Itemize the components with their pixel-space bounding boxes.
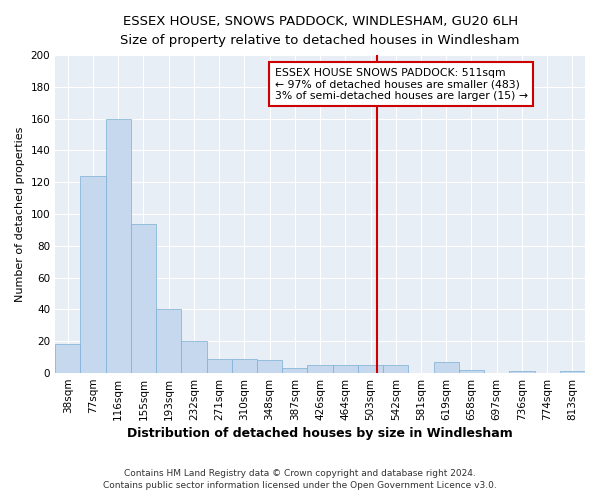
Bar [459,370,484,373]
Bar [332,365,358,373]
Bar [181,342,206,373]
Bar [307,365,332,373]
Bar [257,360,282,373]
Bar [282,368,307,373]
Bar [509,372,535,373]
Bar [560,372,585,373]
Bar [232,359,257,373]
Bar [434,362,459,373]
Title: ESSEX HOUSE, SNOWS PADDOCK, WINDLESHAM, GU20 6LH
Size of property relative to de: ESSEX HOUSE, SNOWS PADDOCK, WINDLESHAM, … [121,15,520,47]
X-axis label: Distribution of detached houses by size in Windlesham: Distribution of detached houses by size … [127,427,513,440]
Bar [131,224,156,373]
Bar [383,365,409,373]
Text: Contains HM Land Registry data © Crown copyright and database right 2024.
Contai: Contains HM Land Registry data © Crown c… [103,468,497,490]
Bar [55,344,80,373]
Bar [156,310,181,373]
Bar [80,176,106,373]
Bar [358,365,383,373]
Bar [206,359,232,373]
Bar [106,118,131,373]
Text: ESSEX HOUSE SNOWS PADDOCK: 511sqm
← 97% of detached houses are smaller (483)
3% : ESSEX HOUSE SNOWS PADDOCK: 511sqm ← 97% … [275,68,527,101]
Y-axis label: Number of detached properties: Number of detached properties [15,126,25,302]
